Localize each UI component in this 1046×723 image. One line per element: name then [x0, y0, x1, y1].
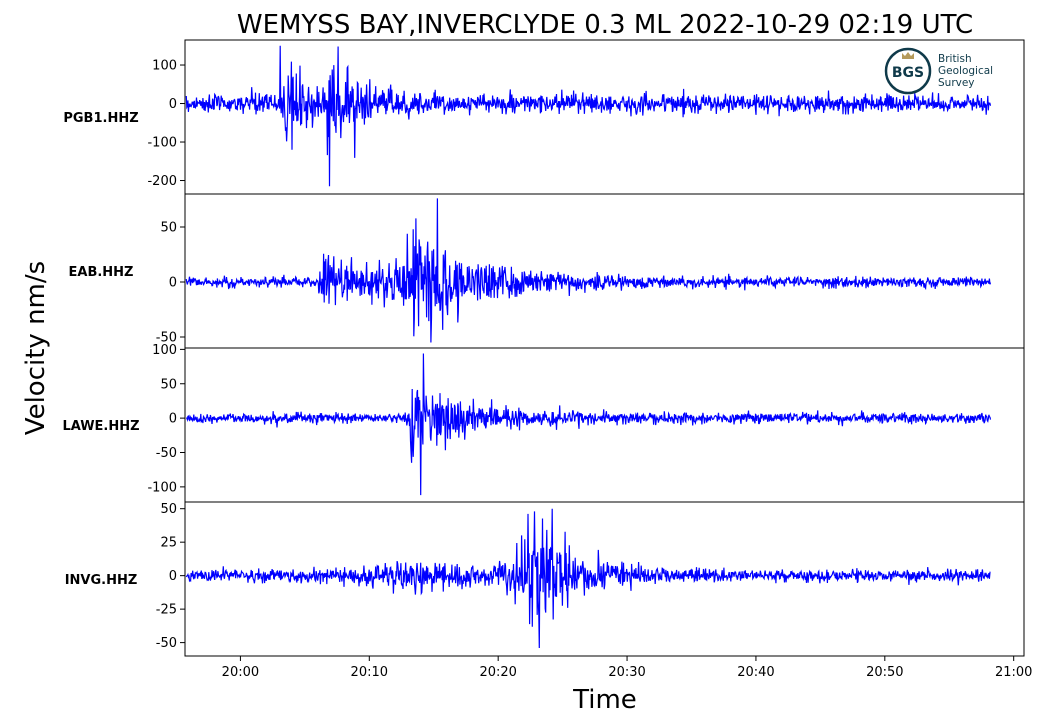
y-tick-label: 0: [169, 97, 177, 112]
y-tick-label: 0: [169, 412, 177, 427]
logo-mark: BGS: [892, 65, 924, 81]
trace-panels: 100 0 -100 -200 PGB1.HHZ 50 0 -50 EAB.HHZ 100 50 0 -…: [62, 39, 1025, 657]
y-tick-label: -50: [156, 446, 177, 461]
trace-invg-hhz: [185, 508, 991, 649]
y-tick-label: 100: [152, 59, 177, 74]
logo-line-survey: Survey: [938, 77, 975, 89]
y-tick-label: 0: [169, 276, 177, 291]
panel-lawe-hhz: 100 50 0 -50 -100 LAWE.HHZ: [62, 343, 1025, 503]
bgs-logo: BGS British Geological Survey: [884, 47, 993, 95]
y-tick-label: -100: [147, 136, 177, 151]
y-tick-label: 50: [160, 221, 177, 236]
trace-pgb1-hhz: [185, 45, 992, 187]
logo-line-geological: Geological: [938, 65, 993, 77]
y-tick-label: 50: [160, 377, 177, 392]
x-tick-label: 20:10: [351, 665, 388, 680]
x-tick-label: 20:40: [737, 665, 774, 680]
trace-lawe-hhz: [185, 353, 992, 496]
x-tick-label: 20:50: [866, 665, 903, 680]
y-tick-label: 0: [169, 569, 177, 584]
panel-frame: [184, 501, 1025, 657]
station-label: INVG.HHZ: [65, 573, 138, 588]
panel-eab-hhz: 50 0 -50 EAB.HHZ: [69, 193, 1025, 349]
trace-eab-hhz: [185, 198, 992, 343]
panel-invg-hhz: 50 25 0 -25 -50 INVG.HHZ: [65, 501, 1025, 657]
crown-icon: [902, 52, 914, 59]
x-tick-label: 20:30: [608, 665, 645, 680]
logo-ring: [884, 47, 932, 95]
y-axis-label: Velocity nm/s: [21, 261, 51, 435]
x-tick-label: 20:00: [222, 665, 259, 680]
y-tick-label: -50: [156, 636, 177, 651]
panel-pgb1-hhz: 100 0 -100 -200 PGB1.HHZ: [63, 39, 1025, 195]
y-tick-label: 100: [152, 343, 177, 358]
y-tick-label: 25: [160, 536, 177, 551]
station-label: LAWE.HHZ: [62, 419, 139, 434]
panel-frame: [184, 347, 1025, 503]
y-tick-label: -25: [156, 603, 177, 618]
y-tick-label: -50: [156, 331, 177, 346]
logo-line-british: British: [938, 53, 972, 65]
y-tick-label: -200: [147, 174, 177, 189]
x-tick-label: 20:20: [479, 665, 516, 680]
panel-frame: [184, 193, 1025, 349]
x-tick-label: 21:00: [995, 665, 1032, 680]
y-tick-label: -100: [147, 480, 177, 495]
chart-title: WEMYSS BAY,INVERCLYDE 0.3 ML 2022-10-29 …: [237, 10, 973, 40]
station-label: PGB1.HHZ: [63, 111, 138, 126]
station-label: EAB.HHZ: [69, 265, 134, 280]
y-tick-label: 50: [160, 502, 177, 517]
x-axis: 20:00 20:10 20:20 20:30 20:40 20:50 21:00: [222, 656, 1032, 680]
x-axis-label: Time: [572, 685, 637, 715]
